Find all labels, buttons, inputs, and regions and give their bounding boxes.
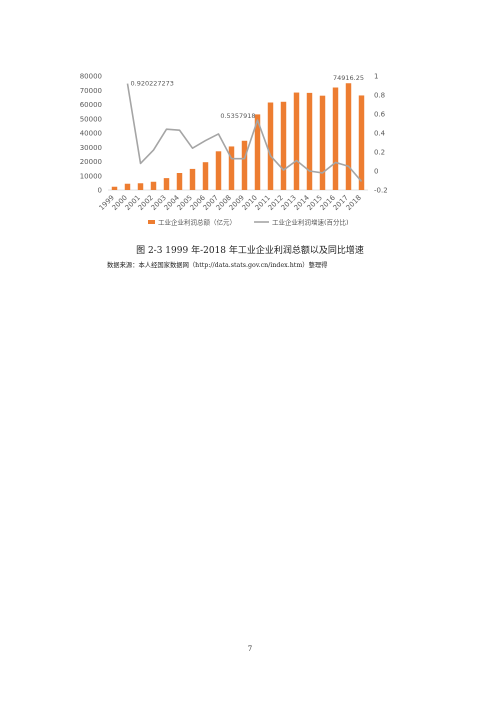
bar xyxy=(111,186,118,190)
y-right-tick-label: 1 xyxy=(374,73,378,81)
figure-caption: 图 2-3 1999 年-2018 年工业企业利润总额以及同比增速 xyxy=(136,246,364,256)
right-axis-ticks: 1 0.8 0.6 0.4 0.2 0 -0.2 xyxy=(374,73,388,195)
chart: 80000 70000 60000 50000 40000 30000 20000 10000… xyxy=(80,73,388,227)
bar xyxy=(189,168,196,190)
bar xyxy=(306,92,313,190)
data-label: 0.920227273 xyxy=(131,80,174,88)
bar xyxy=(228,146,235,190)
y-right-tick-label: -0.2 xyxy=(374,187,388,195)
data-source-note: 数据来源：本人经国家数据网（http://data.stats.gov.cn/i… xyxy=(107,262,328,269)
y-right-tick-label: 0.2 xyxy=(374,149,385,157)
legend-bar-label: 工业企业利润总额（亿元） xyxy=(158,218,236,227)
bar xyxy=(293,92,300,190)
data-label: 74916.25 xyxy=(333,74,364,82)
bar xyxy=(215,151,222,190)
bar xyxy=(345,83,352,190)
y-left-tick-label: 80000 xyxy=(80,73,102,81)
legend: 工业企业利润总额（亿元） 工业企业利润增速(百分比) xyxy=(148,218,349,227)
y-right-tick-label: 0.8 xyxy=(374,92,385,100)
bar-series xyxy=(111,83,365,190)
bar xyxy=(202,162,209,190)
y-right-tick-label: 0 xyxy=(374,168,378,176)
bar xyxy=(137,183,144,190)
y-right-tick-label: 0.6 xyxy=(374,111,386,119)
page-number: 7 xyxy=(247,645,253,653)
legend-line-label: 工业企业利润增速(百分比) xyxy=(272,218,349,227)
bar xyxy=(332,87,339,190)
legend-bar-swatch xyxy=(148,220,155,224)
bar xyxy=(280,101,287,190)
growth-rate-line xyxy=(126,83,363,182)
y-right-tick-label: 0.4 xyxy=(374,130,386,138)
bar xyxy=(163,178,170,190)
y-left-tick-label: 30000 xyxy=(80,144,102,152)
y-left-tick-label: 20000 xyxy=(80,158,102,166)
bar xyxy=(241,140,248,190)
bar xyxy=(150,181,157,190)
bar xyxy=(124,183,131,190)
bar xyxy=(358,95,365,190)
x-axis-ticks: 1999200020012002200320042005200620072008… xyxy=(98,193,363,212)
y-left-tick-label: 0 xyxy=(98,187,102,195)
y-left-tick-label: 40000 xyxy=(80,130,102,138)
y-left-tick-label: 10000 xyxy=(80,172,102,180)
y-left-tick-label: 60000 xyxy=(80,101,102,109)
data-labels: 0.920227273 0.5357918 74916.25 xyxy=(131,74,365,120)
bar xyxy=(267,102,274,190)
y-left-tick-label: 70000 xyxy=(80,87,102,95)
x-tick-label: 2018 xyxy=(345,194,363,212)
bar xyxy=(254,114,261,190)
bar xyxy=(319,95,326,190)
bar xyxy=(176,173,183,190)
y-left-tick-label: 50000 xyxy=(80,115,102,123)
left-axis-ticks: 80000 70000 60000 50000 40000 30000 20000 10000… xyxy=(80,73,102,195)
data-label: 0.5357918 xyxy=(220,112,255,120)
